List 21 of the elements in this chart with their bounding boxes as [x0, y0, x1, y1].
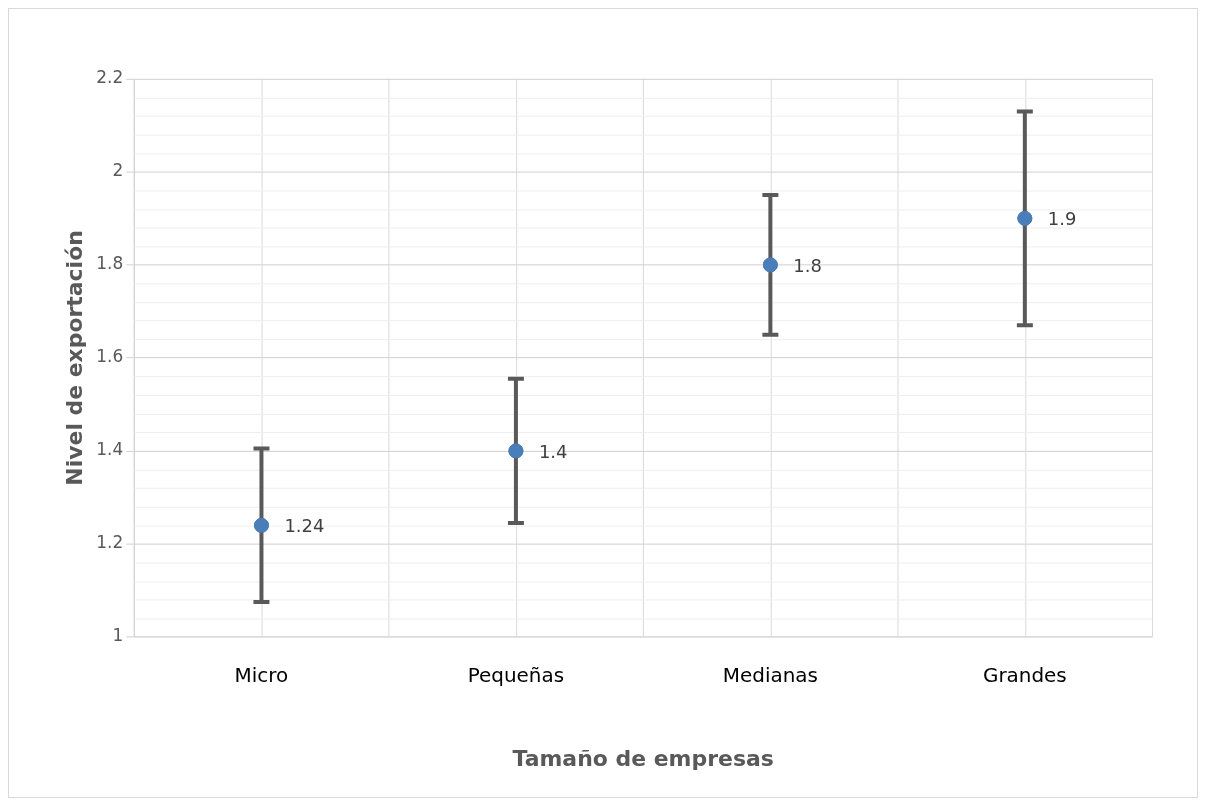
point	[253, 517, 269, 533]
x-tick-label: Pequeñas	[467, 663, 565, 688]
y-tick-label: 1	[112, 625, 124, 646]
data-label: 1.8	[793, 254, 822, 276]
data-label: 1.24	[284, 515, 325, 537]
point	[508, 443, 524, 459]
y-tick-label: 1.2	[96, 532, 124, 553]
data-label: 1.9	[1047, 208, 1077, 230]
y-tick-label: 2.2	[96, 67, 124, 88]
point	[1017, 210, 1033, 226]
y-tick-label: 1.8	[96, 253, 124, 274]
x-tick-label: Medianas	[722, 663, 818, 688]
y-tick-label: 1.4	[96, 439, 124, 460]
data-label: 1.4	[538, 440, 568, 462]
y-tick-label: 2	[112, 160, 124, 181]
y-tick-label: 1.6	[96, 346, 124, 367]
x-axis-title: Tamaño de empresas	[512, 745, 774, 771]
x-tick-label: Micro	[234, 663, 289, 688]
y-axis-title: Nivel de exportación	[61, 230, 87, 486]
x-tick-label: Grandes	[982, 663, 1067, 688]
point	[762, 257, 778, 273]
